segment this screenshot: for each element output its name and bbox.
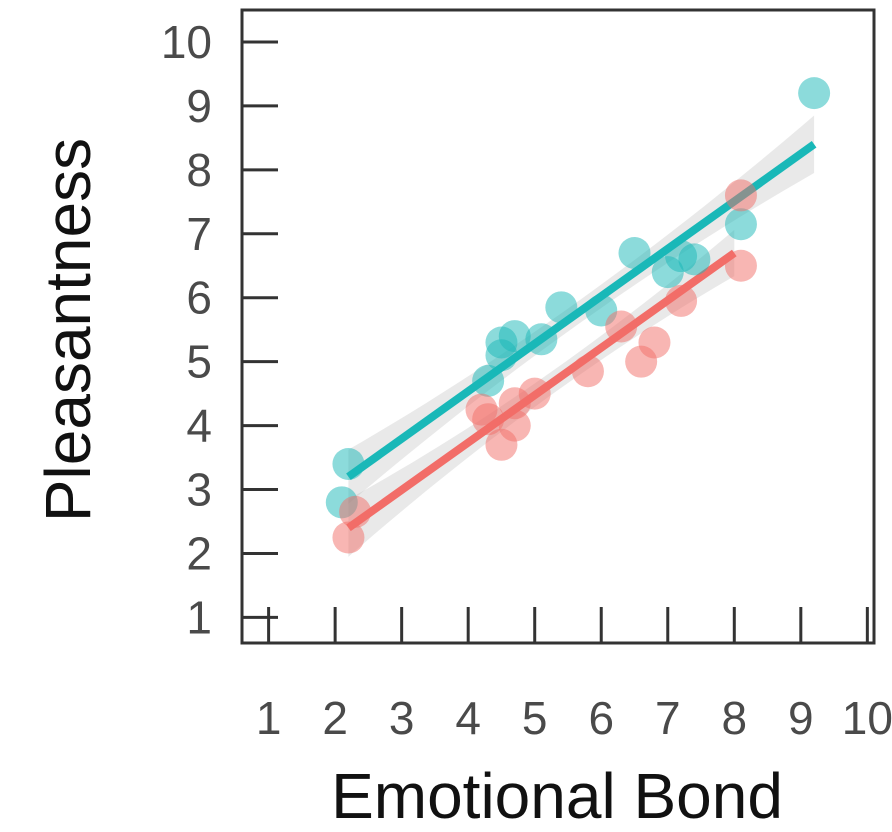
data-point xyxy=(332,521,365,554)
x-tick-label: 9 xyxy=(788,692,814,744)
y-tick-label: 2 xyxy=(186,527,212,579)
x-tick-label: 3 xyxy=(389,692,415,744)
x-tick-label: 1 xyxy=(256,692,282,744)
y-tick-label: 9 xyxy=(186,80,212,132)
data-point xyxy=(605,310,638,343)
data-point xyxy=(332,447,365,480)
y-tick-label: 4 xyxy=(186,400,212,452)
x-tick-label: 2 xyxy=(322,692,348,744)
y-tick-label: 6 xyxy=(186,272,212,324)
x-tick-label: 7 xyxy=(655,692,681,744)
data-point xyxy=(472,403,505,436)
y-tick-label: 3 xyxy=(186,464,212,516)
data-point xyxy=(472,364,505,397)
y-tick-label: 10 xyxy=(161,16,212,68)
data-point xyxy=(724,208,757,241)
x-tick-label: 4 xyxy=(455,692,481,744)
data-point xyxy=(724,179,757,212)
data-point xyxy=(525,323,558,356)
x-axis-title: Emotional Bond xyxy=(331,760,783,832)
x-axis-ticks: 1 2 3 4 5 6 7 8 9 10 xyxy=(256,607,892,744)
x-tick-label: 10 xyxy=(842,692,892,744)
x-tick-label: 5 xyxy=(522,692,548,744)
data-point xyxy=(498,320,531,353)
y-axis-title: Pleasantness xyxy=(32,138,104,522)
y-tick-label: 7 xyxy=(186,208,212,260)
data-point xyxy=(339,495,372,528)
data-point xyxy=(498,409,531,442)
data-point xyxy=(638,326,671,359)
x-tick-label: 6 xyxy=(588,692,614,744)
x-tick-label: 8 xyxy=(721,692,747,744)
y-axis-ticks: 1 2 3 4 5 6 7 8 9 10 xyxy=(161,16,278,643)
data-point xyxy=(518,377,551,410)
data-point xyxy=(724,249,757,282)
data-point xyxy=(798,77,831,110)
y-tick-label: 1 xyxy=(186,591,212,643)
data-point xyxy=(678,243,711,276)
data-point xyxy=(618,236,651,269)
data-points xyxy=(325,77,831,554)
y-tick-label: 8 xyxy=(186,144,212,196)
y-tick-label: 5 xyxy=(186,336,212,388)
data-point xyxy=(665,284,698,317)
data-point xyxy=(545,291,578,324)
data-point xyxy=(571,355,604,388)
